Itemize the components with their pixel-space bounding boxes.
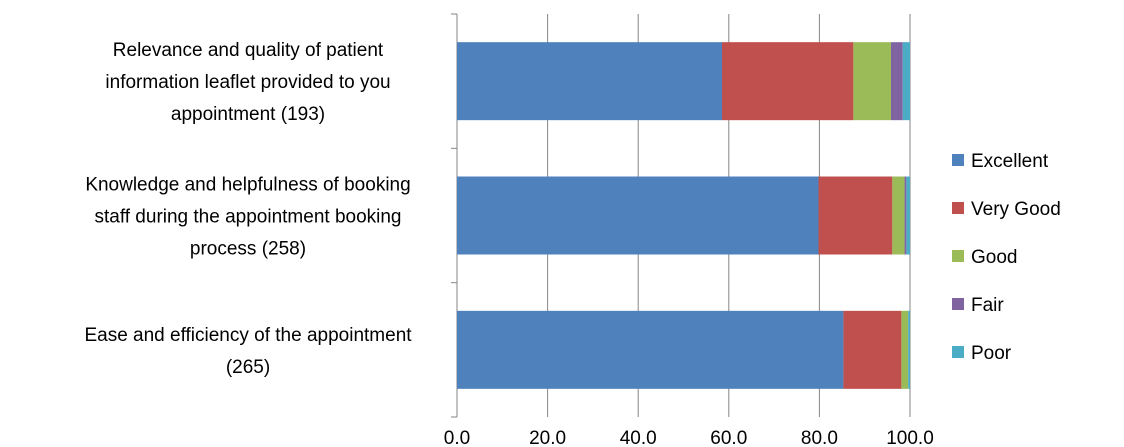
bar-fair <box>890 42 903 121</box>
legend-label: Poor <box>971 343 1012 364</box>
category-labels: Relevance and quality of patient informat… <box>84 40 412 378</box>
bar-poor <box>908 310 910 389</box>
bar-good <box>901 310 909 389</box>
legend-label: Very Good <box>971 199 1061 220</box>
legend-swatch <box>952 250 964 262</box>
bar-excellent <box>457 42 723 121</box>
category-label: (265) <box>226 357 270 378</box>
category-label: Ease and efficiency of the appointment <box>84 325 412 346</box>
legend-label: Good <box>971 247 1017 268</box>
category-label: process (258) <box>190 239 306 260</box>
bar-excellent <box>457 176 819 255</box>
bars <box>457 42 910 389</box>
bar-fair <box>904 176 907 255</box>
x-tick-label: 40.0 <box>620 428 657 447</box>
x-tick-label: 0.0 <box>444 428 470 447</box>
bar-poor <box>906 176 910 255</box>
legend-swatch <box>952 346 964 358</box>
category-label: appointment (193) <box>171 104 325 125</box>
bar-excellent <box>457 310 844 389</box>
legend-swatch <box>952 298 964 310</box>
legend: Excellent Very Good Good Fair Poor <box>952 151 1061 364</box>
bar-good <box>853 42 891 121</box>
bar-poor <box>902 42 910 121</box>
category-label: Relevance and quality of patient <box>113 40 384 61</box>
legend-swatch <box>952 202 964 214</box>
legend-swatch <box>952 154 964 166</box>
category-label: Knowledge and helpfulness of booking <box>85 175 410 196</box>
legend-label: Excellent <box>971 151 1049 172</box>
bar-very-good <box>818 176 893 255</box>
category-label: information leaflet provided to you <box>105 72 390 93</box>
bar-very-good <box>843 310 902 389</box>
x-tick-label: 80.0 <box>801 428 838 447</box>
legend-label: Fair <box>971 295 1004 316</box>
x-tick-label: 20.0 <box>529 428 566 447</box>
axes <box>451 13 458 418</box>
bar-very-good <box>722 42 854 121</box>
x-axis-tick-labels: 0.0 20.0 40.0 60.0 80.0 100.0 <box>444 428 934 447</box>
x-tick-label: 60.0 <box>710 428 747 447</box>
category-label: staff during the appointment booking <box>94 207 401 228</box>
bar-good <box>892 176 905 255</box>
x-tick-label: 100.0 <box>886 428 934 447</box>
